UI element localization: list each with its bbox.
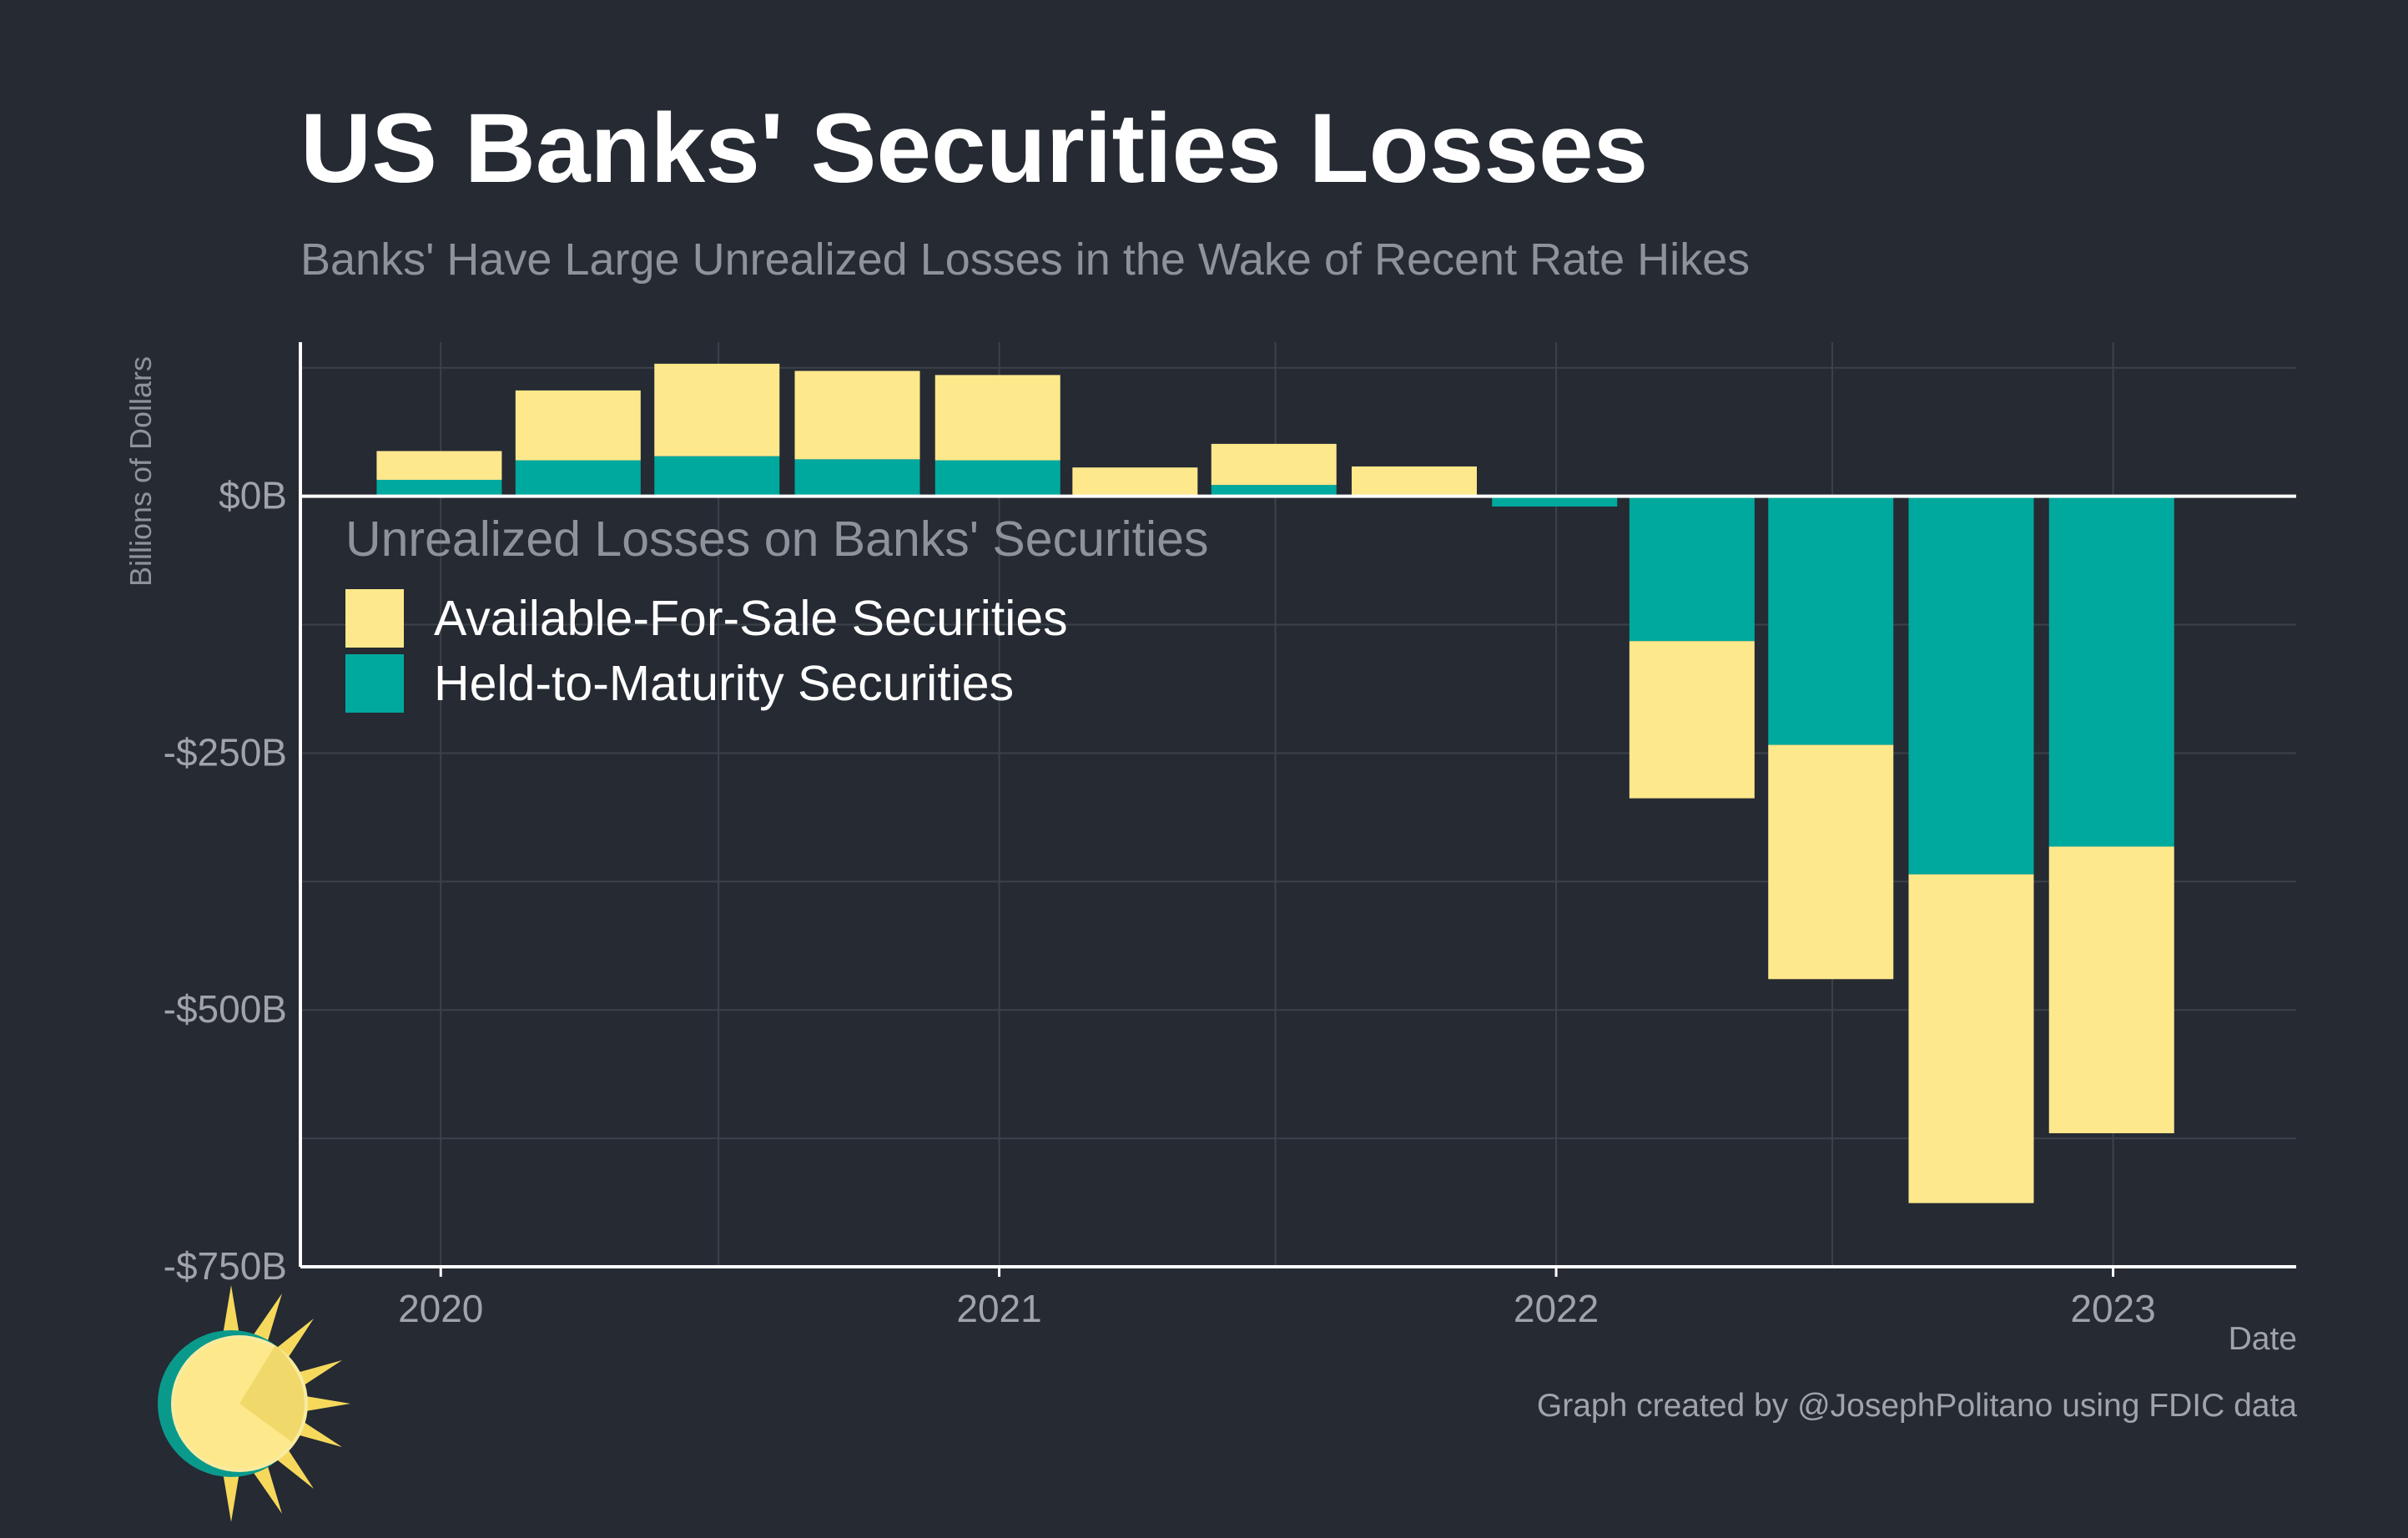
y-tick-label: -$250B [164, 730, 287, 774]
bar-htm [1211, 485, 1337, 497]
chart-title: US Banks' Securities Losses [300, 93, 1649, 204]
y-tick-label: $0B [219, 474, 287, 517]
bar-htm [934, 460, 1060, 497]
legend-item-afs: Available-For-Sale Securities [345, 586, 1208, 651]
bar-afs [1908, 874, 2034, 1203]
legend-label-htm: Held-to-Maturity Securities [434, 656, 1015, 711]
x-tick-label: 2023 [2070, 1287, 2155, 1330]
source-caption: Graph created by @JosephPolitano using F… [1536, 1388, 2297, 1424]
bar-htm [1768, 496, 1894, 745]
y-tick-label: -$500B [164, 987, 287, 1031]
x-tick-label: 2020 [398, 1287, 483, 1330]
bar-afs [934, 375, 1060, 461]
bar-afs [794, 371, 920, 460]
bar-htm [515, 460, 641, 497]
bar-afs [1072, 467, 1198, 497]
sun-logo-icon [158, 1285, 350, 1522]
chart-subtitle: Banks' Have Large Unrealized Losses in t… [300, 234, 1751, 285]
bar-afs [1351, 466, 1477, 496]
bar-afs [654, 363, 780, 456]
legend-title: Unrealized Losses on Banks' Securities [345, 512, 1209, 567]
bar-htm [1629, 496, 1755, 642]
x-tick-label: 2021 [956, 1287, 1041, 1330]
bar-afs [1211, 443, 1337, 486]
legend-item-htm: Held-to-Maturity Securities [345, 651, 1208, 716]
bar-afs [515, 390, 641, 461]
bar-afs [2048, 846, 2174, 1133]
x-tick-label: 2022 [1514, 1287, 1599, 1330]
bar-afs [1768, 744, 1894, 980]
legend-label-afs: Available-For-Sale Securities [434, 591, 1068, 646]
bar-htm [376, 479, 502, 497]
bar-htm [794, 459, 920, 497]
bar-htm [2048, 496, 2174, 847]
bar-htm [1908, 496, 2034, 875]
legend-swatch-htm [345, 654, 404, 713]
bar-afs [376, 451, 502, 480]
y-tick-label: -$750B [164, 1244, 287, 1288]
legend-swatch-afs [345, 589, 404, 648]
y-axis-title: Billions of Dollars [123, 356, 158, 587]
x-axis-title: Date [2228, 1321, 2297, 1357]
bar-htm [1492, 496, 1618, 507]
bar-htm [654, 456, 780, 497]
bar-afs [1629, 641, 1755, 799]
legend: Unrealized Losses on Banks' Securities A… [345, 511, 1208, 716]
